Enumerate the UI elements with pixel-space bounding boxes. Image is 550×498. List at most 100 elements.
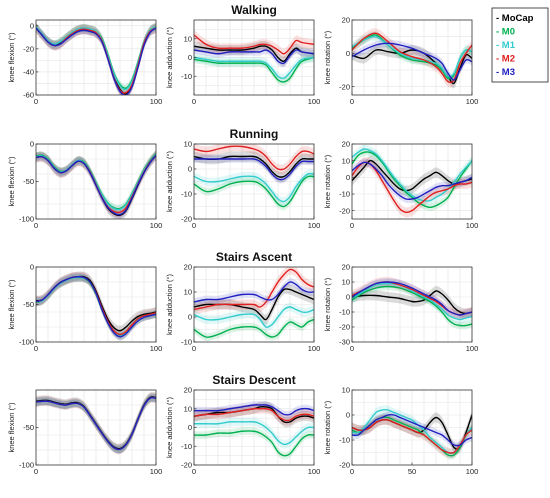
band-m0 bbox=[194, 315, 314, 341]
x-tick-label: 0 bbox=[350, 467, 354, 476]
y-tick-label: 0 bbox=[30, 140, 34, 149]
plot-frame bbox=[351, 143, 473, 220]
x-tick-label: 100 bbox=[308, 344, 321, 353]
band-mocap bbox=[194, 283, 314, 325]
y-tick-label: 20 bbox=[184, 386, 192, 395]
x-tick-label: 100 bbox=[150, 467, 163, 476]
band-mocap bbox=[194, 40, 314, 67]
y-tick-label: -10 bbox=[181, 442, 192, 451]
row-title: Running bbox=[230, 127, 279, 141]
grid bbox=[352, 144, 472, 219]
y-tick-label: -10 bbox=[181, 190, 192, 199]
x-tick-label: 100 bbox=[308, 97, 321, 106]
plot-frame bbox=[351, 19, 473, 96]
y-tick-label: -10 bbox=[339, 308, 350, 317]
y-tick-label: 0 bbox=[346, 49, 350, 58]
y-tick-label: 20 bbox=[342, 16, 350, 25]
line-m3 bbox=[36, 27, 156, 95]
line-m1 bbox=[352, 35, 472, 78]
x-tick-label: 0 bbox=[34, 97, 38, 106]
band-m0 bbox=[194, 172, 314, 211]
line-m1 bbox=[194, 56, 314, 80]
band-m2 bbox=[194, 30, 314, 59]
line-m0 bbox=[352, 285, 472, 327]
legend-entry-m3: - M3 bbox=[496, 67, 515, 78]
line-mocap bbox=[194, 155, 314, 178]
band-m2 bbox=[194, 144, 314, 175]
grid bbox=[352, 267, 472, 342]
series-layer bbox=[352, 144, 472, 218]
line-m2 bbox=[352, 32, 472, 84]
legend-entry-m2: - M2 bbox=[496, 54, 515, 65]
x-tick-label: 0 bbox=[192, 221, 196, 230]
x-tick-label: 100 bbox=[150, 344, 163, 353]
line-m1 bbox=[194, 306, 314, 328]
x-tick-label: 100 bbox=[150, 97, 163, 106]
x-tick-label: 100 bbox=[308, 467, 321, 476]
x-tick-label: 100 bbox=[466, 344, 479, 353]
line-m3 bbox=[194, 49, 314, 65]
y-axis-label: knee adduction (°) bbox=[165, 397, 174, 458]
x-tick-label: 0 bbox=[34, 221, 38, 230]
y-tick-label: -50 bbox=[23, 177, 34, 186]
band-m1 bbox=[194, 169, 314, 206]
line-m1 bbox=[194, 172, 314, 203]
y-tick-label: -20 bbox=[339, 323, 350, 332]
line-m2 bbox=[194, 268, 314, 311]
band-m1 bbox=[194, 417, 314, 449]
x-tick-label: 0 bbox=[192, 97, 196, 106]
y-tick-label: -20 bbox=[339, 206, 350, 215]
line-m3 bbox=[36, 154, 156, 216]
line-m3 bbox=[352, 413, 472, 447]
x-tick-label: 0 bbox=[192, 467, 196, 476]
y-tick-label: -100 bbox=[19, 461, 34, 470]
y-tick-label: -100 bbox=[19, 215, 34, 224]
line-m1 bbox=[352, 282, 472, 321]
plot-frame bbox=[351, 266, 473, 343]
y-tick-label: 0 bbox=[30, 263, 34, 272]
y-tick-label: -100 bbox=[19, 338, 34, 347]
y-tick-label: -20 bbox=[181, 461, 192, 470]
y-axis-label: knee adduction (°) bbox=[165, 151, 174, 212]
line-m3 bbox=[352, 161, 472, 201]
y-tick-label: 10 bbox=[184, 140, 192, 149]
y-tick-label: 20 bbox=[342, 263, 350, 272]
grid bbox=[194, 390, 314, 465]
series-layer bbox=[36, 271, 156, 341]
series-layer bbox=[194, 267, 314, 341]
series-layer bbox=[352, 276, 472, 330]
y-tick-label: -20 bbox=[181, 215, 192, 224]
y-tick-label: -50 bbox=[23, 423, 34, 432]
x-tick-label: 100 bbox=[150, 221, 163, 230]
band-m1 bbox=[194, 53, 314, 83]
row-title: Stairs Descent bbox=[212, 373, 295, 387]
y-tick-label: -20 bbox=[339, 82, 350, 91]
line-m2 bbox=[194, 145, 314, 171]
y-tick-label: -10 bbox=[339, 436, 350, 445]
line-m3 bbox=[194, 404, 314, 416]
line-m2 bbox=[352, 418, 472, 454]
series-layer bbox=[352, 28, 472, 89]
line-m1 bbox=[194, 421, 314, 446]
x-tick-label: 50 bbox=[408, 467, 416, 476]
y-tick-label: 10 bbox=[184, 288, 192, 297]
y-tick-label: -40 bbox=[23, 68, 34, 77]
y-axis-label: knee rotation (°) bbox=[323, 30, 332, 84]
legend-entry-mocap: - MoCap bbox=[496, 13, 534, 24]
y-tick-label: 0 bbox=[30, 21, 34, 30]
x-tick-label: 100 bbox=[466, 97, 479, 106]
line-m3 bbox=[36, 397, 156, 451]
row-title: Stairs Ascent bbox=[216, 250, 292, 264]
grid bbox=[36, 390, 156, 465]
y-tick-label: 0 bbox=[346, 173, 350, 182]
x-tick-label: 0 bbox=[350, 97, 354, 106]
y-axis-label: knee adduction (°) bbox=[165, 27, 174, 88]
line-m3 bbox=[194, 158, 314, 181]
